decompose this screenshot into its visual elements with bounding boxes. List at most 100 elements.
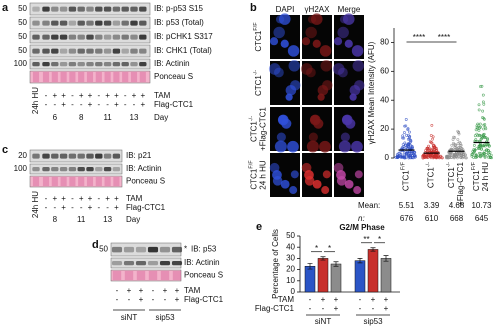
blot-band bbox=[59, 153, 68, 159]
point-cloud-dot bbox=[484, 136, 488, 139]
nucleus bbox=[300, 63, 313, 75]
error-bar bbox=[383, 255, 389, 262]
nucleus bbox=[306, 140, 319, 153]
blot-band bbox=[51, 20, 59, 26]
point-cloud-dot bbox=[406, 145, 410, 149]
point-cloud-dot bbox=[425, 149, 429, 153]
point-cloud-dot bbox=[477, 133, 481, 137]
point-cloud-dot bbox=[430, 148, 433, 152]
x-tick-label-extra: 24 h HU bbox=[481, 162, 490, 192]
image-row-label-base: CTC1 bbox=[254, 30, 263, 51]
sign: + bbox=[175, 295, 180, 304]
blot-band bbox=[103, 20, 112, 26]
mw-marker: 50 bbox=[99, 245, 108, 254]
point-cloud-dot bbox=[394, 156, 398, 159]
blot-band bbox=[32, 62, 40, 67]
mean-value: 10.73 bbox=[471, 201, 492, 210]
point-cloud-dot bbox=[431, 144, 435, 148]
row-label: Flag-CTC1 bbox=[184, 295, 224, 304]
y-tick-label: 60 bbox=[380, 66, 389, 75]
sign: + bbox=[79, 194, 84, 203]
nucleus bbox=[342, 13, 355, 25]
channel-label: γH2AX bbox=[305, 5, 331, 14]
ponceau-lane bbox=[139, 72, 146, 82]
point-cloud-dot bbox=[486, 143, 489, 147]
nucleus bbox=[290, 170, 299, 179]
sign: + bbox=[139, 295, 144, 304]
point-cloud-dot bbox=[427, 144, 430, 148]
image-row-label: CTC1-/- bbox=[253, 70, 263, 96]
point-cloud-dot bbox=[484, 143, 488, 146]
error-bar bbox=[333, 261, 339, 267]
blot-band bbox=[139, 48, 147, 54]
blot-band bbox=[112, 167, 121, 172]
sign: + bbox=[61, 203, 66, 212]
blot-band bbox=[171, 261, 183, 266]
y-tick-label: 40 bbox=[286, 242, 295, 251]
blot-band bbox=[95, 6, 103, 12]
nucleus bbox=[269, 162, 280, 173]
ponceau-lane bbox=[148, 271, 158, 280]
sign: + bbox=[384, 295, 389, 304]
point-cloud-dot bbox=[472, 144, 476, 147]
blot-band bbox=[121, 48, 129, 54]
nucleus bbox=[280, 39, 289, 48]
channel-label: DAPI bbox=[276, 5, 295, 14]
x-tick-label-sup: F/F bbox=[471, 161, 477, 170]
sign: - bbox=[133, 100, 136, 109]
blot-band bbox=[95, 167, 103, 172]
day: 6 bbox=[53, 113, 58, 122]
point-cloud-dot bbox=[410, 156, 414, 160]
day: 11 bbox=[103, 113, 112, 122]
nucleus bbox=[289, 186, 298, 195]
sign: - bbox=[53, 203, 56, 212]
sign: - bbox=[164, 295, 167, 304]
nucleus bbox=[312, 179, 322, 189]
point-cloud-dot bbox=[477, 108, 481, 112]
blot-band bbox=[77, 153, 85, 159]
nucleus bbox=[285, 84, 297, 96]
blot-label: IB: Actinin bbox=[126, 164, 162, 173]
blot-band bbox=[86, 34, 94, 40]
point-cloud-dot bbox=[452, 141, 455, 145]
image-row-label-base: CTC1 bbox=[250, 168, 259, 189]
point-cloud-dot bbox=[411, 151, 415, 155]
blot-band bbox=[77, 20, 85, 26]
panel-label: a bbox=[2, 2, 9, 14]
sign: + bbox=[132, 91, 137, 100]
ponceau-lane bbox=[42, 72, 50, 82]
point-cloud-dot bbox=[403, 131, 406, 134]
blot-band bbox=[139, 34, 147, 40]
blot-band bbox=[32, 20, 40, 26]
blot-label: Ponceau S bbox=[154, 72, 193, 81]
point-cloud-dot bbox=[483, 135, 486, 139]
x-tick-label: CTC1-/- bbox=[426, 162, 436, 188]
point-cloud-dot bbox=[406, 128, 410, 131]
blot-band bbox=[112, 20, 121, 26]
point-cloud-dot bbox=[458, 152, 461, 156]
point-cloud-dot bbox=[399, 152, 403, 156]
sign: - bbox=[45, 194, 48, 203]
image-row-label-base: CTC1 bbox=[254, 75, 263, 96]
point-cloud-dot bbox=[401, 134, 405, 138]
y-tick-label: 80 bbox=[380, 38, 389, 47]
row-label: Flag-CTC1 bbox=[154, 100, 194, 109]
nucleus bbox=[288, 60, 301, 72]
point-cloud-dot bbox=[402, 155, 405, 159]
nucleus bbox=[272, 176, 283, 186]
blot-band bbox=[42, 167, 50, 172]
blot-band bbox=[95, 48, 103, 54]
point-cloud-dot bbox=[438, 155, 442, 159]
blot-band bbox=[112, 6, 121, 12]
blot-band bbox=[51, 48, 59, 54]
point-cloud-dot bbox=[403, 141, 407, 145]
point-cloud-dot bbox=[478, 122, 482, 126]
mw-marker: 50 bbox=[18, 4, 27, 13]
row-label: Flag-CTC1 bbox=[126, 203, 166, 212]
blot-band bbox=[42, 20, 50, 26]
blot-band bbox=[86, 62, 94, 67]
sign: + bbox=[321, 295, 326, 304]
point-cloud-dot bbox=[401, 143, 405, 146]
blot-band bbox=[68, 62, 77, 67]
ponceau-lane bbox=[122, 72, 129, 82]
